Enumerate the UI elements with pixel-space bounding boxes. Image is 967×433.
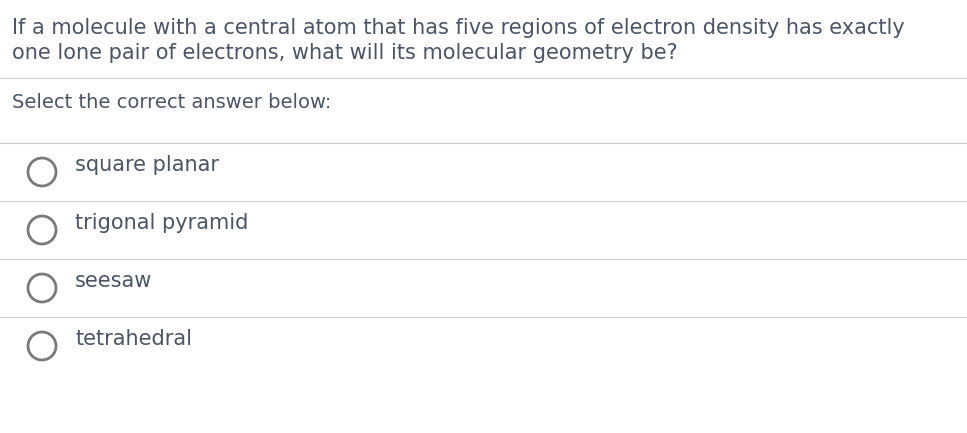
- Text: one lone pair of electrons, what will its molecular geometry be?: one lone pair of electrons, what will it…: [12, 43, 678, 63]
- Text: tetrahedral: tetrahedral: [75, 329, 192, 349]
- Text: Select the correct answer below:: Select the correct answer below:: [12, 93, 332, 112]
- Text: If a molecule with a central atom that has five regions of electron density has : If a molecule with a central atom that h…: [12, 18, 905, 38]
- Text: seesaw: seesaw: [75, 271, 153, 291]
- Text: trigonal pyramid: trigonal pyramid: [75, 213, 249, 233]
- Text: square planar: square planar: [75, 155, 219, 175]
